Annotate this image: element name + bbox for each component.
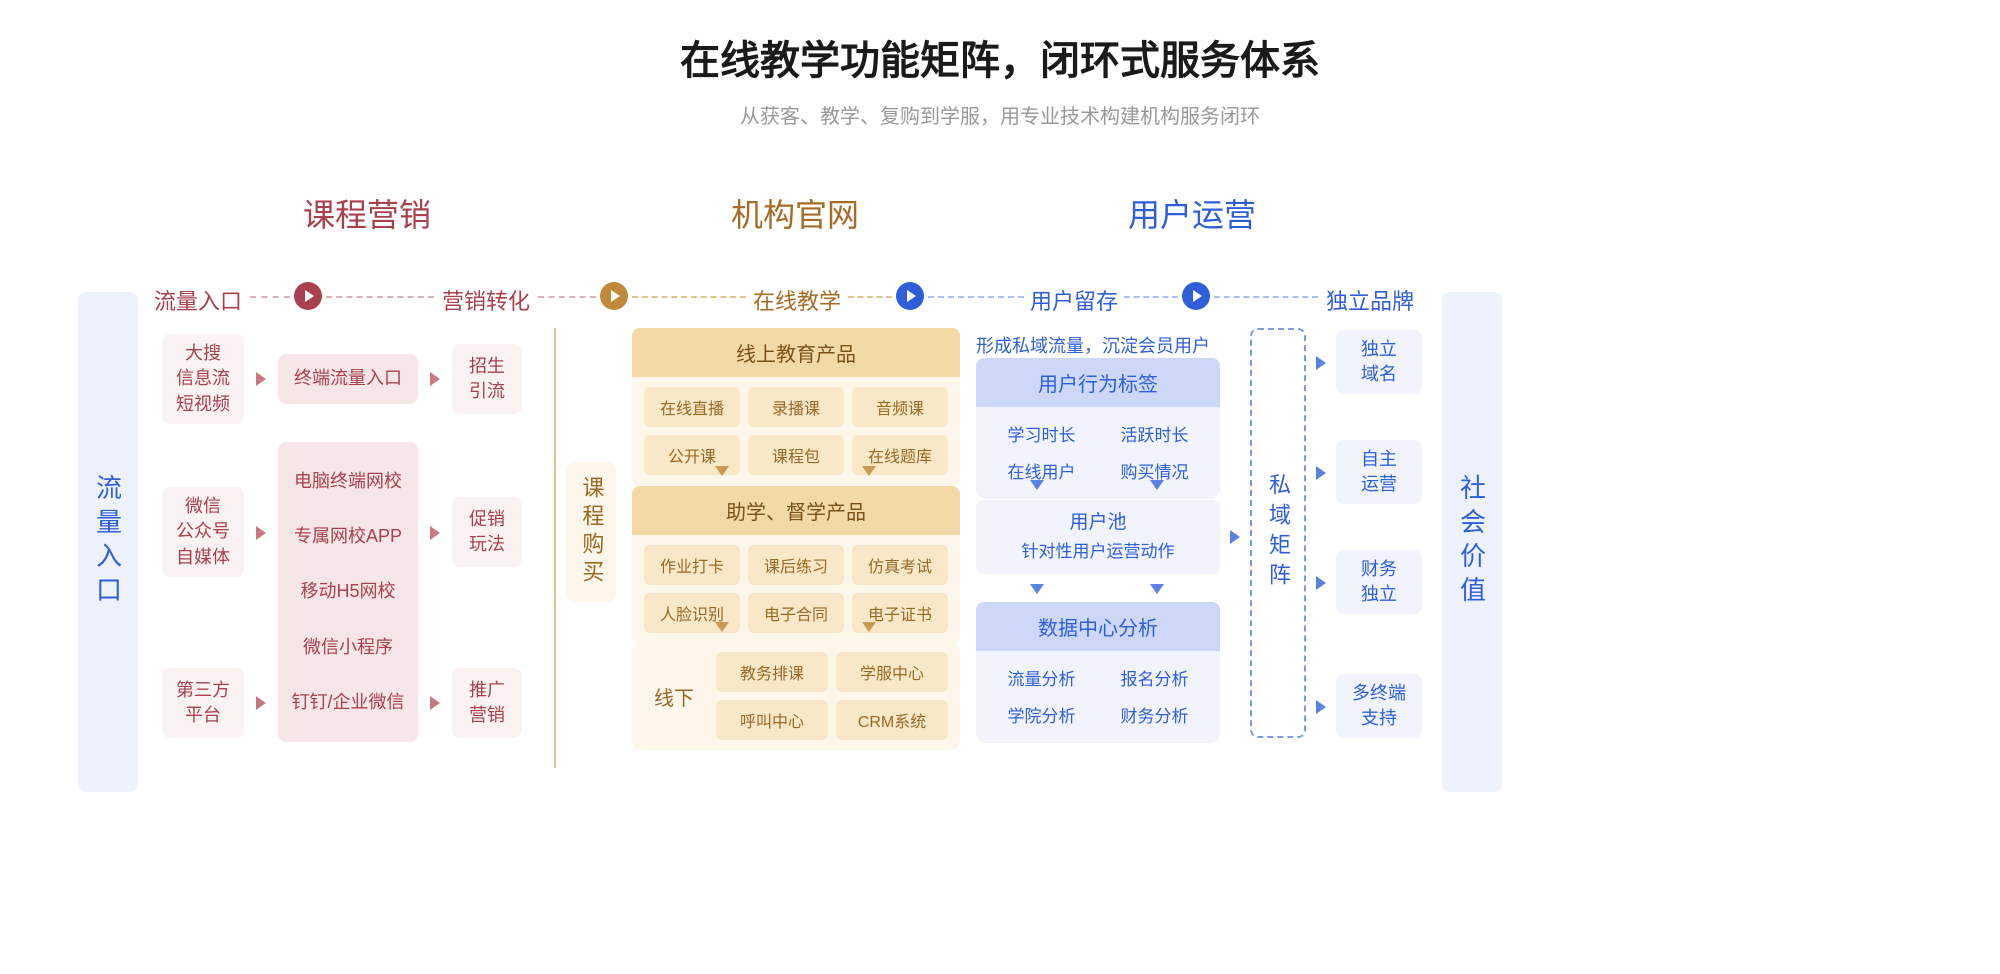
caret-right-icon bbox=[1316, 576, 1326, 590]
ops-data-center: 数据中心分析 流量分析 报名分析 学院分析 财务分析 bbox=[976, 602, 1220, 743]
cell: 呼叫中心 bbox=[716, 700, 828, 740]
play-icon bbox=[896, 282, 924, 310]
caret-down-icon bbox=[1030, 480, 1044, 490]
play-icon bbox=[600, 282, 628, 310]
offline-label: 线下 bbox=[632, 682, 716, 711]
pillar-left: 流量入口 bbox=[78, 292, 138, 792]
section-site: 机构官网 bbox=[731, 190, 859, 236]
list-item: 专属网校APP bbox=[294, 524, 402, 549]
cell: 学服中心 bbox=[836, 652, 948, 692]
dash bbox=[1214, 296, 1318, 298]
marketing-convert-2: 促销 玩法 bbox=[452, 497, 522, 567]
teach-online-products: 线上教育产品 在线直播 录播课 音频课 公开课 课程包 在线题库 bbox=[632, 328, 960, 487]
cell: 音频课 bbox=[852, 387, 948, 427]
subhead-teach: 在线教学 bbox=[753, 284, 841, 316]
marketing-src-2: 微信 公众号 自媒体 bbox=[162, 487, 244, 577]
group-header: 线上教育产品 bbox=[632, 328, 960, 377]
teach-offline: 线下 教务排课 学服中心 呼叫中心 CRM系统 bbox=[632, 642, 960, 750]
group-header: 数据中心分析 bbox=[976, 602, 1220, 651]
ops-pool: 用户池 针对性用户运营动作 bbox=[976, 500, 1220, 574]
caret-right-icon bbox=[1230, 530, 1240, 544]
ops-tags: 用户行为标签 学习时长 活跃时长 在线用户 购买情况 bbox=[976, 358, 1220, 499]
marketing-convert-1: 招生 引流 bbox=[452, 344, 522, 414]
caret-down-icon bbox=[862, 622, 876, 632]
marketing-convert-3: 推广 营销 bbox=[452, 668, 522, 738]
caret-down-icon bbox=[1150, 584, 1164, 594]
section-ops: 用户运营 bbox=[1128, 190, 1256, 236]
cell: 作业打卡 bbox=[644, 545, 740, 585]
subhead-convert: 营销转化 bbox=[442, 284, 530, 316]
purchase-box: 课程购买 bbox=[566, 462, 616, 602]
caret-right-icon bbox=[256, 696, 266, 710]
pool-sub: 针对性用户运营动作 bbox=[1022, 540, 1175, 564]
dash bbox=[326, 296, 434, 298]
pool-title: 用户池 bbox=[1069, 510, 1126, 537]
dash bbox=[928, 296, 1024, 298]
list-item: 钉钉/企业微信 bbox=[291, 690, 404, 715]
cell: 学院分析 bbox=[1000, 698, 1083, 731]
subhead-traffic: 流量入口 bbox=[154, 284, 242, 316]
list-item: 移动H5网校 bbox=[300, 579, 395, 604]
caret-down-icon bbox=[1030, 584, 1044, 594]
dash bbox=[1124, 296, 1178, 298]
caret-right-icon bbox=[256, 526, 266, 540]
list-item: 微信小程序 bbox=[303, 635, 393, 660]
play-icon bbox=[1182, 282, 1210, 310]
cell: 课程包 bbox=[748, 435, 844, 475]
cell: 学习时长 bbox=[1000, 417, 1083, 450]
cell: 活跃时长 bbox=[1113, 417, 1196, 450]
marketing-src-1: 大搜 信息流 短视频 bbox=[162, 334, 244, 424]
teach-assist-products: 助学、督学产品 作业打卡 课后练习 仿真考试 人脸识别 电子合同 电子证书 bbox=[632, 486, 960, 645]
cell: 仿真考试 bbox=[852, 545, 948, 585]
caret-down-icon bbox=[715, 466, 729, 476]
cell: 课后练习 bbox=[748, 545, 844, 585]
caret-down-icon bbox=[715, 622, 729, 632]
cell: 报名分析 bbox=[1113, 661, 1196, 694]
brand-3: 财务 独立 bbox=[1336, 550, 1422, 614]
marketing-src-3: 第三方 平台 bbox=[162, 668, 244, 738]
brand-1: 独立 域名 bbox=[1336, 330, 1422, 394]
play-icon bbox=[294, 282, 322, 310]
caret-right-icon bbox=[1316, 466, 1326, 480]
cell: 在线直播 bbox=[644, 387, 740, 427]
cell: 教务排课 bbox=[716, 652, 828, 692]
dash bbox=[632, 296, 746, 298]
caret-down-icon bbox=[862, 466, 876, 476]
caret-right-icon bbox=[1316, 700, 1326, 714]
caret-right-icon bbox=[430, 372, 440, 386]
page-subtitle: 从获客、教学、复购到学服，用专业技术构建机构服务闭环 bbox=[0, 100, 2000, 129]
caret-down-icon bbox=[1150, 480, 1164, 490]
brand-4: 多终端 支持 bbox=[1336, 674, 1422, 738]
ops-note: 形成私域流量，沉淀会员用户 bbox=[976, 332, 1210, 358]
group-header: 用户行为标签 bbox=[976, 358, 1220, 407]
private-matrix: 私域矩阵 bbox=[1250, 328, 1306, 738]
section-marketing: 课程营销 bbox=[303, 190, 431, 236]
cell: CRM系统 bbox=[836, 700, 948, 740]
cell: 流量分析 bbox=[1000, 661, 1083, 694]
cell: 录播课 bbox=[748, 387, 844, 427]
group-header: 助学、督学产品 bbox=[632, 486, 960, 535]
caret-right-icon bbox=[256, 372, 266, 386]
caret-right-icon bbox=[430, 696, 440, 710]
brand-2: 自主 运营 bbox=[1336, 440, 1422, 504]
cell: 电子合同 bbox=[748, 593, 844, 633]
marketing-terminal-list: 电脑终端网校 专属网校APP 移动H5网校 微信小程序 钉钉/企业微信 bbox=[278, 442, 418, 742]
page-title: 在线教学功能矩阵，闭环式服务体系 bbox=[0, 28, 2000, 86]
cell: 财务分析 bbox=[1113, 698, 1196, 731]
subhead-brand: 独立品牌 bbox=[1326, 284, 1414, 316]
dash bbox=[538, 296, 596, 298]
caret-right-icon bbox=[1316, 356, 1326, 370]
subhead-retain: 用户留存 bbox=[1030, 284, 1118, 316]
pillar-right: 社会价值 bbox=[1442, 292, 1502, 792]
marketing-terminal-entry: 终端流量入口 bbox=[278, 354, 418, 404]
list-item: 电脑终端网校 bbox=[294, 469, 402, 494]
divider bbox=[554, 328, 556, 768]
caret-right-icon bbox=[430, 526, 440, 540]
dash bbox=[848, 296, 892, 298]
dash bbox=[250, 296, 290, 298]
